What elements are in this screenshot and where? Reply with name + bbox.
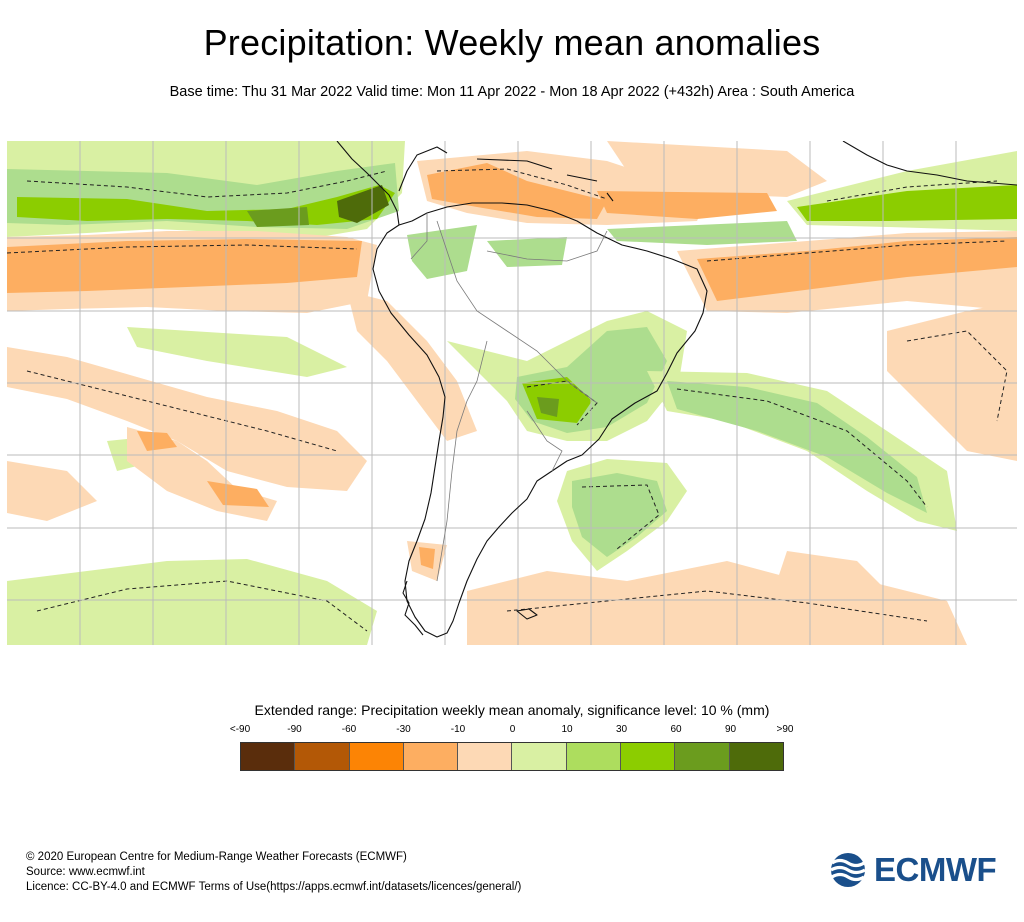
contour-southeast-pacific: [26, 370, 338, 452]
contour-south-atlantic-dry: [506, 590, 928, 622]
significance-contours: [7, 168, 1008, 632]
dry-region-atlantic-caribbean: [607, 141, 827, 197]
legend-tick-label: <-90: [229, 724, 251, 735]
map-subtitle: Base time: Thu 31 Mar 2022 Valid time: M…: [169, 84, 855, 100]
wet-region-guiana-band: [607, 221, 797, 245]
dry-region-patagonia-core: [419, 547, 435, 569]
country-borders: [410, 213, 608, 582]
anomaly-map: [7, 141, 1017, 645]
wet-region-atlantic-north-strong: [797, 185, 1017, 221]
ecmwf-logo-text: ECMWF: [874, 851, 997, 888]
legend-swatch: [457, 743, 512, 770]
legend-swatch: [402, 743, 458, 770]
legend-tick-label: 0: [509, 724, 516, 735]
footer: © 2020 European Centre for Medium-Range …: [26, 850, 521, 895]
dry-region-pacific-spot-a: [137, 431, 177, 451]
graticule: [7, 141, 1017, 645]
footer-source: Source: www.ecmwf.int: [26, 866, 145, 878]
page-title: Precipitation: Weekly mean anomalies: [203, 22, 821, 63]
legend-swatch: [294, 743, 349, 770]
contour-atlantic-north: [826, 180, 998, 202]
wet-region-panama-core: [337, 185, 389, 223]
legend-swatch: [620, 743, 675, 770]
dry-region-atlantic-caribbean-mid: [597, 191, 777, 219]
wet-region-pacific-stripe: [127, 327, 347, 377]
ecmwf-logo: ECMWF: [828, 851, 1000, 889]
legend-tick-label: -60: [341, 724, 357, 735]
legend-tick-label: -30: [396, 724, 411, 735]
wet-region-uruguay-offshore-mid: [572, 473, 667, 557]
legend-swatch: [348, 743, 403, 770]
border-andes: [436, 340, 488, 582]
legend-ticks: <-90 -90 -60 -30 -10 0 10 30 60 90 >90: [230, 724, 794, 738]
map-svg: [7, 141, 1017, 645]
border-guianas: [486, 230, 608, 262]
coast-yucatan: [398, 146, 448, 192]
legend-swatch: [565, 743, 621, 770]
footer-copyright: © 2020 European Centre for Medium-Range …: [26, 851, 407, 863]
coast-chile-fjords: [402, 580, 424, 636]
legend-swatch: [674, 743, 729, 770]
contour-south-atlantic: [676, 388, 928, 508]
legend-tick-label: 30: [615, 724, 628, 735]
legend-tick-label: -90: [287, 724, 302, 735]
dry-region-east-atlantic: [887, 301, 1017, 461]
legend-tick-label: >90: [776, 724, 794, 735]
legend-swatch: [728, 743, 783, 770]
coastlines: [336, 141, 1017, 638]
border-colombia: [410, 213, 428, 260]
legend-colorbar: [240, 742, 784, 771]
coast-south-america: [372, 202, 708, 638]
legend-tick-label: -10: [450, 724, 466, 735]
legend-tick-label: 90: [724, 724, 737, 735]
wet-region-south-atlantic-mid: [667, 381, 927, 513]
dry-region-equatorial-atlantic-mid: [697, 237, 1017, 301]
dry-region-pacific-equatorial-mid: [7, 239, 362, 293]
contour-east-atlantic: [906, 330, 1008, 422]
ecmwf-logo-icon: [830, 853, 866, 887]
legend-swatch: [241, 743, 295, 770]
dry-region-pacific-spot-b: [207, 481, 269, 507]
coast-central-america: [336, 141, 400, 226]
contour-south-pacific: [36, 580, 368, 632]
contour-equatorial-atlantic: [706, 240, 1008, 262]
legend-tick-label: 60: [670, 724, 682, 735]
dry-region-south-atlantic-east: [777, 551, 887, 601]
border-north: [436, 220, 598, 404]
legend-tick-label: 10: [561, 724, 573, 735]
wet-region-pacific-core: [247, 207, 309, 227]
contour-caribbean: [436, 168, 608, 200]
contour-pacific-dry: [7, 244, 358, 254]
border-uruguay: [526, 410, 563, 472]
legend-swatch: [511, 743, 566, 770]
coast-africa: [842, 141, 1017, 186]
contour-pacific-north: [26, 170, 388, 198]
coast-falklands: [516, 608, 538, 620]
dry-region-pacific-west: [7, 461, 97, 521]
footer-licence: Licence: CC-BY-4.0 and ECMWF Terms of Us…: [26, 881, 522, 893]
legend-title: Extended range: Precipitation weekly mea…: [254, 702, 770, 718]
wet-region-south-pacific: [7, 559, 377, 645]
coast-caribbean-islands: [476, 158, 614, 202]
wet-region-amazon-north: [487, 237, 567, 267]
dry-region-caribbean-mid: [427, 163, 607, 219]
wet-region-paraguay-core: [537, 397, 559, 417]
